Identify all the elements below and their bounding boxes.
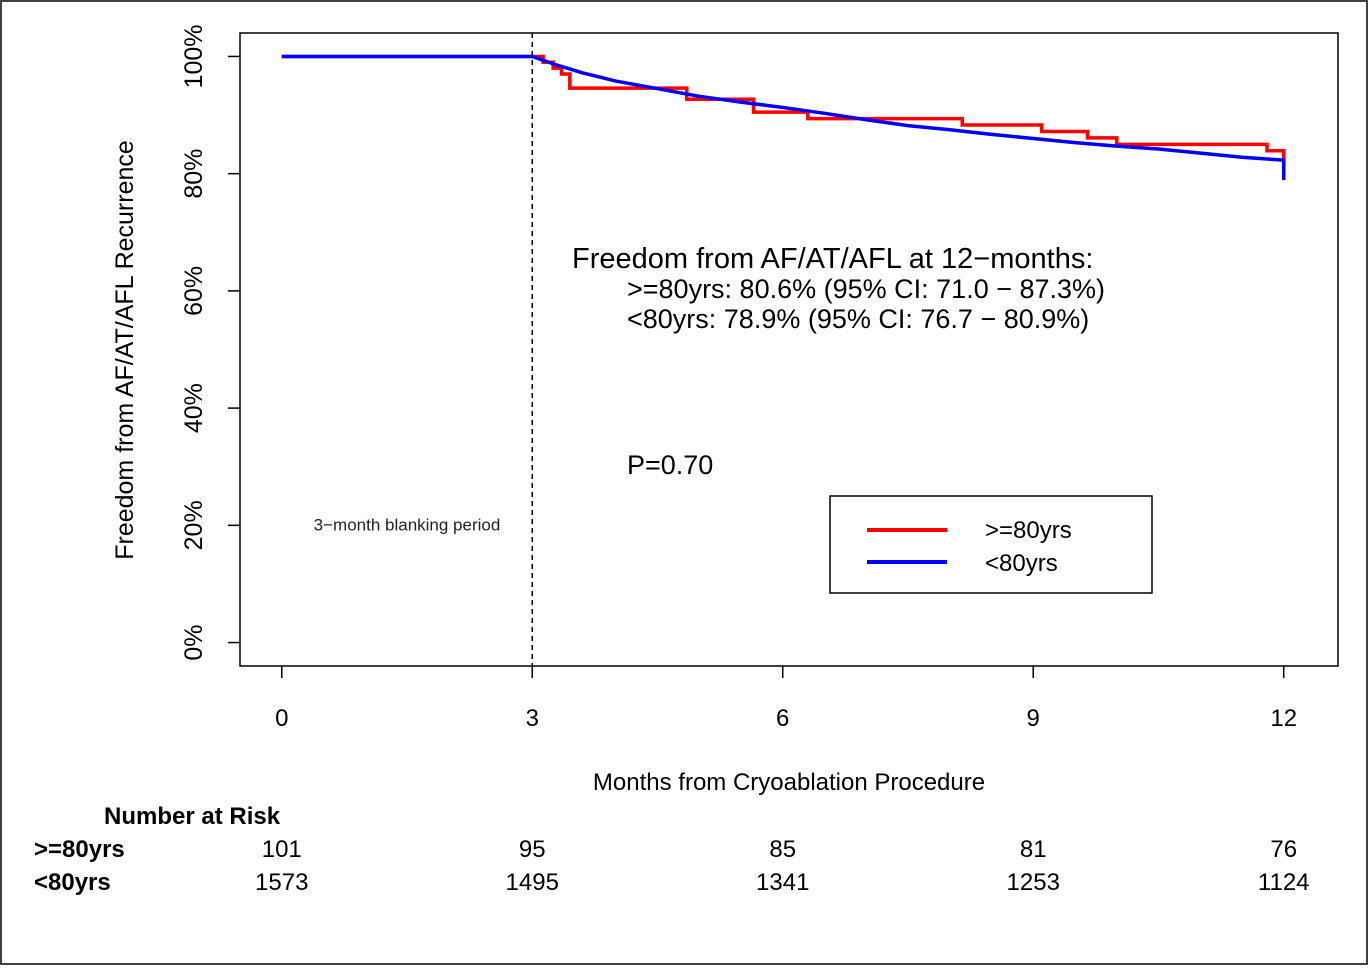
series-lines <box>281 54 1286 181</box>
y-axis-label: Freedom from AF/AT/AFL Recurrence <box>111 140 139 560</box>
risk-table: Number at Risk >=80yrs <80yrs 101 95 85 81 7… <box>34 803 1310 896</box>
y-tick-label: 40% <box>180 383 208 433</box>
y-tick-label: 80% <box>180 149 208 199</box>
y-tick-label: 60% <box>180 266 208 316</box>
legend-label-under80: <80yrs <box>985 550 1058 577</box>
y-tick-label: 20% <box>180 500 208 550</box>
x-axis-label: Months from Cryoablation Procedure <box>593 769 985 796</box>
risk-table-title: Number at Risk <box>104 803 281 830</box>
axes: 0% 20% 40% 60% 80% 100% 0 3 6 9 12 <box>180 24 1297 732</box>
y-tick-label: 0% <box>180 624 208 660</box>
risk-table-cell: 95 <box>519 836 546 863</box>
annotation-line-80plus: >=80yrs: 80.6% (95% CI: 71.0 − 87.3%) <box>627 274 1105 304</box>
x-tick-label: 12 <box>1270 705 1297 732</box>
risk-table-cell: 76 <box>1270 836 1297 863</box>
risk-table-cell: 1341 <box>756 869 809 896</box>
annotation-title: Freedom from AF/AT/AFL at 12−months: <box>572 243 1093 275</box>
risk-row-label-80plus: >=80yrs <box>34 836 125 863</box>
x-tick-label: 9 <box>1027 705 1040 732</box>
risk-table-cell: 1495 <box>506 869 559 896</box>
x-tick-label: 6 <box>776 705 789 732</box>
annotation-line-under80: <80yrs: 78.9% (95% CI: 76.7 − 80.9%) <box>627 304 1089 334</box>
risk-table-cell: 101 <box>262 836 302 863</box>
blanking-period: 3−month blanking period <box>314 33 533 666</box>
x-tick-label: 3 <box>526 705 539 732</box>
series-line-under80 <box>281 54 1286 181</box>
risk-table-cell: 1253 <box>1007 869 1060 896</box>
legend-label-80plus: >=80yrs <box>985 517 1072 544</box>
risk-table-cell: 1124 <box>1258 869 1310 896</box>
risk-table-cell: 85 <box>769 836 796 863</box>
y-tick-label: 100% <box>180 24 208 88</box>
series-line-80plus <box>281 54 1286 171</box>
blanking-label: 3−month blanking period <box>314 515 501 534</box>
p-value: P=0.70 <box>627 450 713 480</box>
x-tick-label: 0 <box>275 705 288 732</box>
risk-table-cell: 81 <box>1020 836 1047 863</box>
legend: >=80yrs <80yrs <box>829 495 1153 594</box>
plot-area <box>239 32 1339 667</box>
risk-row-label-under80: <80yrs <box>34 869 111 896</box>
legend-box <box>829 495 1153 594</box>
risk-table-cell: 1573 <box>255 869 308 896</box>
